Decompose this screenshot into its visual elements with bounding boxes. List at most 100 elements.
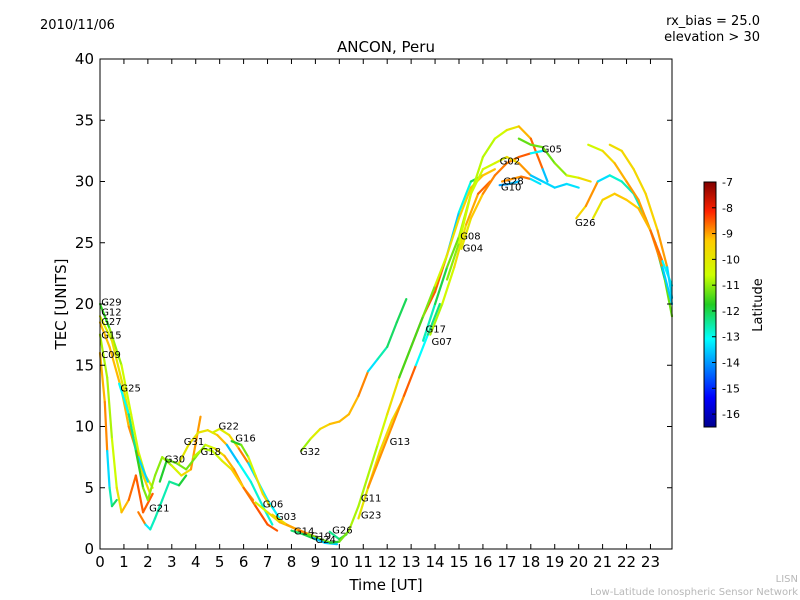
series-segment xyxy=(211,427,221,434)
series-segment xyxy=(591,198,604,220)
series-segment xyxy=(541,168,549,183)
x-tick-label: 23 xyxy=(641,553,660,571)
x-tick-label: 13 xyxy=(402,553,421,571)
series-segment xyxy=(285,523,300,532)
x-axis: 0 1 2 3 4 5 6 7 8 9 10 11 12 13 14 15 16 17 18 19 20 21 22 23 xyxy=(95,59,660,571)
series-segment xyxy=(170,464,183,477)
series-segment xyxy=(106,449,111,489)
series-segment xyxy=(134,449,145,489)
series-segment xyxy=(153,456,164,477)
series-segment xyxy=(510,175,523,181)
series-segment xyxy=(106,376,114,440)
series-g08-24 xyxy=(421,125,549,342)
sat-label-g24: G24 xyxy=(315,535,335,546)
x-tick-label: 17 xyxy=(497,553,516,571)
series-segment xyxy=(266,498,281,520)
series-segment xyxy=(225,443,240,465)
colorbar-label: Latitude xyxy=(751,278,766,332)
series-segment xyxy=(613,162,628,183)
series-segment xyxy=(517,162,532,177)
series-segment xyxy=(587,143,604,152)
elevation-label: elevation > 30 xyxy=(664,30,760,45)
series-segment xyxy=(242,486,257,508)
series-segment xyxy=(249,480,264,508)
chart-title: ANCON, Peru xyxy=(337,38,435,56)
series-segment xyxy=(204,443,216,450)
series-segment xyxy=(625,180,640,201)
series-layer xyxy=(98,125,674,546)
series-segment xyxy=(529,143,544,149)
series-segment xyxy=(386,376,401,416)
series-segment xyxy=(517,137,532,146)
series-segment xyxy=(433,266,449,306)
series-segment xyxy=(663,278,674,318)
series-segment xyxy=(608,143,623,152)
series-segment xyxy=(98,333,109,379)
x-tick-label: 19 xyxy=(545,553,564,571)
series-segment xyxy=(575,204,587,220)
series-segment xyxy=(230,468,245,489)
y-tick-label: 5 xyxy=(84,479,94,497)
series-segment xyxy=(347,505,360,532)
x-tick-label: 9 xyxy=(311,553,321,571)
series-segment xyxy=(632,168,647,195)
sat-label-g22: G22 xyxy=(218,421,238,432)
sat-label-g23: G23 xyxy=(361,511,381,522)
y-tick-label: 10 xyxy=(75,418,94,436)
series-segment xyxy=(445,217,461,257)
series-segment xyxy=(481,162,496,171)
series-segment xyxy=(201,447,214,453)
series-segment xyxy=(108,327,123,367)
series-segment xyxy=(185,456,197,471)
x-tick-label: 14 xyxy=(426,553,445,571)
series-segment xyxy=(197,429,209,434)
series-segment xyxy=(457,180,473,214)
series-segment xyxy=(110,437,118,489)
colorbar-tick-label: -11 xyxy=(722,279,740,292)
series-segment xyxy=(421,284,437,318)
series-segment xyxy=(108,486,114,508)
sat-label-g29: G29 xyxy=(101,298,121,309)
series-g32-18 xyxy=(299,298,408,453)
series-segment xyxy=(187,431,200,446)
series-segment xyxy=(508,180,520,186)
series-segment xyxy=(120,364,133,416)
series-segment xyxy=(500,177,513,183)
series-segment xyxy=(110,339,126,391)
x-tick-label: 6 xyxy=(239,553,249,571)
series-segment xyxy=(505,155,520,165)
sat-label-g21: G21 xyxy=(149,503,169,514)
sat-label-g06: G06 xyxy=(263,500,283,511)
sat-label-g07: G07 xyxy=(431,337,451,348)
series-g15-3 xyxy=(98,333,154,514)
series-c09-4 xyxy=(98,351,118,508)
series-segment xyxy=(357,474,370,508)
sat-label-g19: G19 xyxy=(311,532,331,543)
rx-bias-label: rx_bias = 25.0 xyxy=(666,14,760,29)
series-segment xyxy=(541,180,556,189)
series-segment xyxy=(271,513,288,526)
colorbar-tick-label: -9 xyxy=(722,228,733,241)
series-segment xyxy=(347,394,360,416)
series-segment xyxy=(127,413,137,453)
series-segment xyxy=(328,420,341,426)
sat-label-g17: G17 xyxy=(425,325,445,336)
sat-label-g12: G12 xyxy=(101,307,121,318)
series-segment xyxy=(230,440,243,446)
series-segment xyxy=(390,394,406,428)
series-segment xyxy=(620,180,635,195)
x-tick-label: 15 xyxy=(449,553,468,571)
x-tick-label: 1 xyxy=(119,553,129,571)
series-segment xyxy=(493,162,508,177)
series-segment xyxy=(319,422,331,431)
bias-info: rx_bias = 25.0 elevation > 30 xyxy=(664,14,760,46)
series-segment xyxy=(366,358,379,373)
series-segment xyxy=(378,425,394,459)
sat-label-g26: G26 xyxy=(575,218,595,229)
x-tick-label: 2 xyxy=(143,553,153,571)
sat-label-g26: G26 xyxy=(332,525,352,536)
series-segment xyxy=(577,176,592,183)
y-tick-label: 35 xyxy=(75,111,94,129)
series-segment xyxy=(441,266,456,306)
